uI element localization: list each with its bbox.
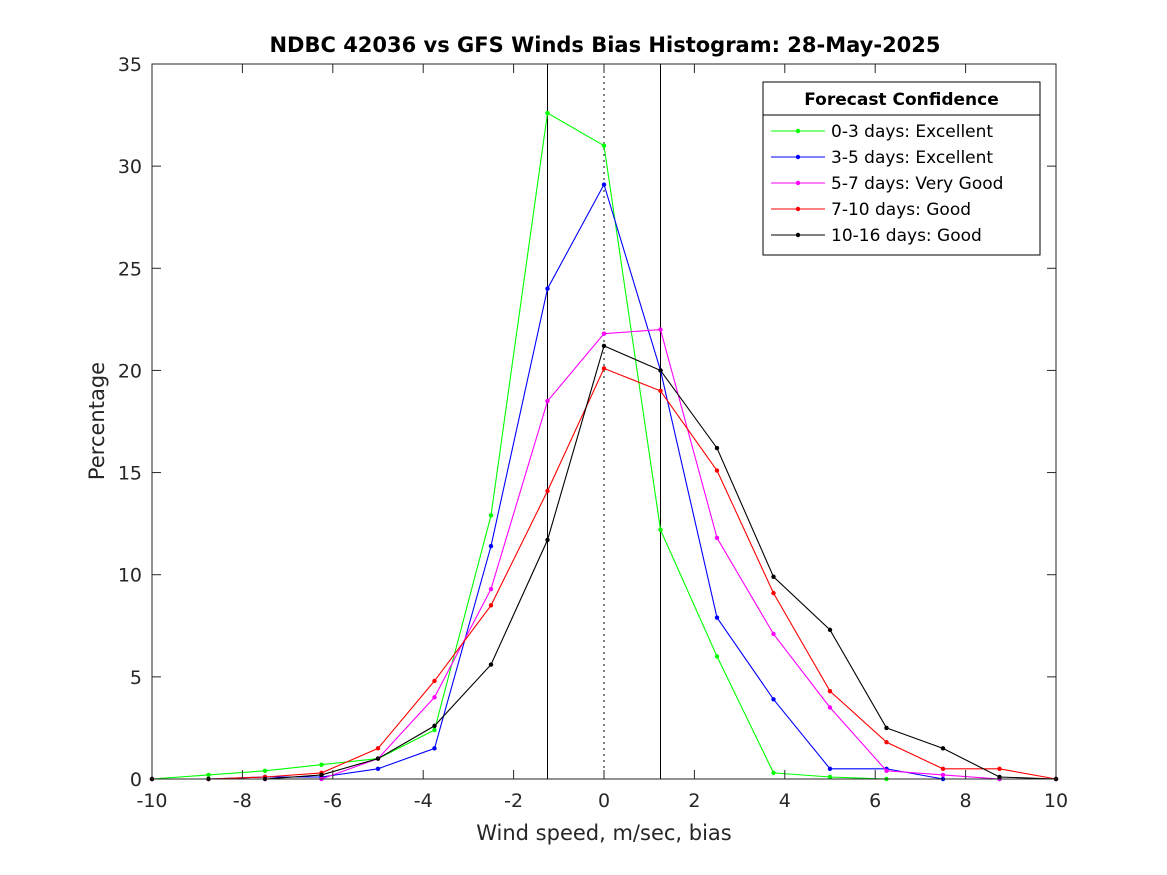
data-point [488,603,494,608]
data-point [884,768,889,774]
data-point [827,766,833,771]
data-point [714,468,720,473]
data-point [601,331,607,336]
data-point [601,143,607,148]
y-tick-label: 20 [118,360,142,382]
data-point [714,654,720,659]
data-point [714,615,720,620]
data-point [771,574,776,579]
legend-marker [795,154,801,160]
data-point [488,586,494,592]
x-tick-label: 8 [960,790,972,812]
legend-label: 0-3 days: Excellent [831,122,993,142]
data-point [884,740,889,745]
data-point [206,772,211,778]
data-point [771,697,776,702]
x-tick-label: -10 [136,790,167,812]
y-axis-label: Percentage [85,362,109,480]
y-tick-label: 15 [118,463,142,485]
data-point [940,766,946,771]
x-tick-label: -8 [233,790,252,812]
x-tick-label: -4 [414,790,433,812]
y-tick-label: 35 [118,54,142,76]
data-point [375,766,381,771]
data-point [319,762,324,767]
legend: Forecast Confidence 0-3 days: Excellent 3-… [762,81,1041,256]
series-line [152,329,1056,780]
y-tick-label: 25 [118,258,142,280]
data-point [545,537,550,543]
data-point [997,766,1002,771]
x-tick-label: 6 [869,790,881,812]
series-line [152,367,1057,780]
x-tick-label: -6 [323,790,342,812]
legend-label: 5-7 days: Very Good [831,174,1003,194]
data-point [771,770,776,776]
data-point [827,627,833,633]
legend-label: 3-5 days: Excellent [831,148,993,168]
data-point [488,662,494,667]
data-point [545,488,550,494]
data-point [432,727,437,733]
data-point [319,772,324,778]
data-point [432,695,437,700]
data-point [545,110,550,116]
x-tick-label: 0 [598,790,610,812]
legend-box [762,81,1041,256]
data-point [601,343,607,349]
data-point [601,366,607,371]
data-point [884,725,889,731]
legend-title: Forecast Confidence [804,90,999,110]
legend-label: 10-16 days: Good [831,226,982,246]
data-point [771,590,776,596]
legend-marker [795,206,801,212]
data-point [714,535,720,541]
data-point [658,368,663,373]
y-tick-label: 30 [118,156,142,178]
data-point [940,746,946,751]
data-point [997,774,1002,780]
x-tick-label: 2 [688,790,700,812]
data-point [771,631,776,637]
data-point [262,768,268,774]
data-point [488,513,494,518]
data-point [375,746,381,751]
legend-marker [795,180,801,186]
data-point [658,327,663,332]
data-point [714,445,720,451]
legend-marker [795,128,801,134]
y-tick-label: 0 [130,769,142,791]
data-point [545,286,550,291]
data-point [827,774,833,780]
data-point [601,182,607,187]
data-point [375,756,381,761]
x-tick-label: -2 [504,790,523,812]
y-tick-label: 5 [130,667,142,689]
plot-area: -10 -8 -6 -4 -2 0 2 4 6 8 10 0 5 10 15 20 25 30 35 [118,54,1068,812]
chart-title: NDBC 42036 vs GFS Winds Bias Histogram: … [269,33,940,57]
data-point [940,772,946,778]
data-point [488,543,494,549]
data-point [432,678,437,684]
data-point [432,723,437,729]
legend-marker [795,232,801,238]
x-tick-label: 10 [1044,790,1068,812]
data-point [545,398,550,404]
data-point [432,746,437,751]
data-point [827,688,833,694]
x-axis-label: Wind speed, m/sec, bias [476,821,732,845]
legend-label: 7-10 days: Good [831,200,971,220]
data-point [658,388,663,394]
data-point [658,527,663,532]
y-tick-label: 10 [118,565,142,587]
x-tick-label: 4 [779,790,791,812]
data-point [827,705,833,710]
